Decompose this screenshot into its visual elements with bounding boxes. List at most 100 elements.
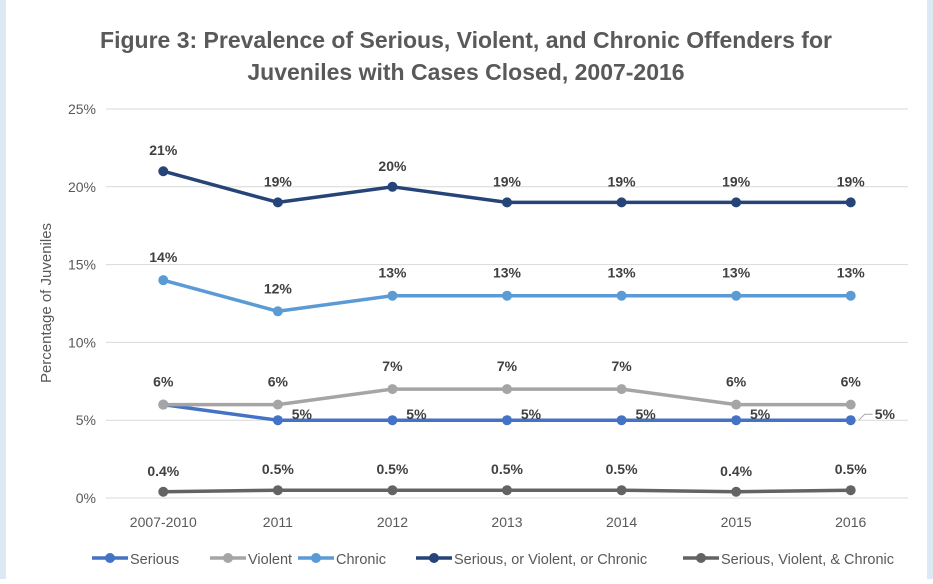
data-label: 20% [378,158,407,174]
legend-label: Chronic [336,552,386,568]
x-tick-labels: 2007-2010 2011 2012 2013 2014 2015 2016 [130,514,867,530]
data-label: 7% [611,358,632,374]
data-point [158,486,169,497]
data-point [387,415,398,426]
data-point [845,485,856,496]
legend-swatch-marker [311,553,321,563]
data-point [272,306,283,317]
data-label: 5% [406,406,427,422]
data-point [272,197,283,208]
data-point [731,415,742,426]
data-point [616,415,627,426]
data-point [387,181,398,192]
data-label: 13% [837,265,866,281]
data-label: 0.5% [491,461,523,477]
data-label: 0.5% [835,461,867,477]
label-leader-line [858,413,873,421]
data-label: 13% [493,265,522,281]
legend-label: Violent [248,552,292,568]
data-label: 5% [875,406,896,422]
data-label: 19% [264,173,293,189]
chart-title-line2: Juveniles with Cases Closed, 2007-2016 [247,59,684,85]
data-point [845,290,856,301]
data-label: 5% [635,406,656,422]
legend: Serious Violent Chronic Serious, or Violent… [92,552,894,568]
data-point [845,197,856,208]
data-point [272,399,283,410]
x-tick-label: 2016 [835,514,866,530]
x-tick-label: 2007-2010 [130,514,197,530]
data-label: 19% [608,173,637,189]
data-point [845,415,856,426]
data-point [502,415,512,426]
series-lines [158,166,856,497]
data-labels: 5% 5% 5% 5% 5% 5%6% 6%7% 7% 7%6% 6%14%12%13% 13% 13… [147,142,895,479]
data-point [731,197,742,208]
data-point [158,166,169,177]
data-point [502,384,512,395]
data-label: 14% [149,249,178,265]
data-point [731,399,742,410]
data-point [616,197,627,208]
y-tick-label: 0% [76,490,96,506]
y-tick-labels: 0% 5% 10% 15% 20% 25% [68,101,96,506]
y-tick-label: 5% [76,412,96,428]
data-label: 5% [292,406,313,422]
data-label: 21% [149,142,178,158]
legend-swatch-marker [696,553,706,563]
x-tick-label: 2013 [491,514,522,530]
data-point [845,399,856,410]
legend-label: Serious, Violent, & Chronic [721,552,894,568]
legend-label: Serious, or Violent, or Chronic [454,552,647,568]
data-label: 6% [726,374,747,390]
data-point [387,290,398,301]
data-point [731,486,742,497]
legend-swatch-marker [105,553,115,563]
data-label: 12% [264,280,293,296]
data-point [502,290,512,301]
data-point [272,485,283,496]
y-tick-label: 20% [68,179,96,195]
x-tick-label: 2012 [377,514,408,530]
legend-swatch-marker [429,553,439,563]
data-label: 13% [608,265,637,281]
x-tick-label: 2014 [606,514,637,530]
y-tick-label: 15% [68,257,96,273]
data-point [387,485,398,496]
data-label: 19% [837,173,866,189]
y-tick-label: 25% [68,101,96,117]
gridlines [106,108,908,499]
data-point [387,384,398,395]
legend-swatch-marker [223,553,233,563]
data-label: 7% [382,358,403,374]
data-point [616,290,627,301]
x-tick-label: 2011 [263,514,293,530]
data-label: 19% [722,173,751,189]
data-label: 6% [841,374,862,390]
data-label: 0.4% [147,463,179,479]
chart-title-line1: Figure 3: Prevalence of Serious, Violent… [100,27,832,53]
data-point [158,275,169,286]
data-point [731,290,742,301]
data-label: 0.5% [606,461,638,477]
data-label: 19% [493,173,522,189]
y-axis-label: Percentage of Juveniles [38,223,55,383]
data-label: 7% [497,358,518,374]
data-label: 6% [268,374,289,390]
data-label: 0.5% [376,461,408,477]
x-tick-label: 2015 [721,514,752,530]
data-label: 6% [153,374,174,390]
data-label: 5% [521,406,542,422]
data-label: 13% [722,265,751,281]
y-tick-label: 10% [68,334,96,350]
line-chart: Figure 3: Prevalence of Serious, Violent… [38,27,908,568]
data-point [502,485,512,496]
data-label: 5% [750,406,771,422]
data-label: 13% [378,265,407,281]
data-point [158,399,169,410]
data-point [616,384,627,395]
data-point [616,485,627,496]
legend-label: Serious [130,552,179,568]
data-label: 0.4% [720,463,752,479]
